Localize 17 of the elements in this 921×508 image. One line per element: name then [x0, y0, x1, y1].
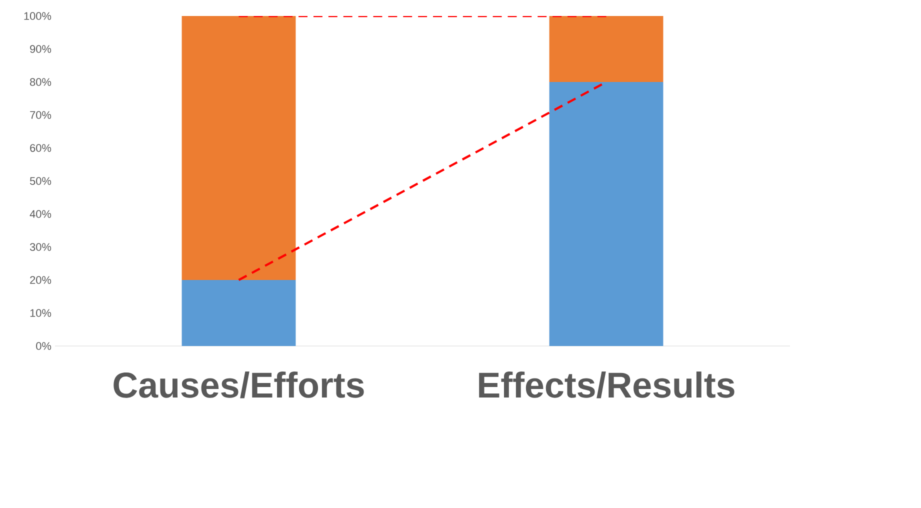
- y-tick-label: 40%: [30, 210, 52, 218]
- y-tick-label: 0%: [36, 342, 52, 350]
- y-tick-label: 90%: [30, 45, 52, 53]
- bar: [182, 16, 296, 280]
- x-tick-label: Causes/Efforts: [114, 372, 364, 398]
- y-tick-label: 70%: [30, 111, 52, 119]
- bar: [182, 280, 296, 346]
- y-tick-label: 30%: [30, 243, 52, 251]
- x-tick-label: Effects/Results: [479, 372, 734, 398]
- y-tick-label: 100%: [24, 12, 52, 20]
- bar: [549, 82, 664, 346]
- y-tick-label: 20%: [30, 276, 52, 284]
- y-tick-label: 50%: [30, 177, 52, 185]
- y-tick-label: 60%: [30, 144, 52, 152]
- y-tick-label: 10%: [30, 309, 52, 317]
- bar: [549, 16, 664, 82]
- y-tick-label: 80%: [30, 78, 52, 86]
